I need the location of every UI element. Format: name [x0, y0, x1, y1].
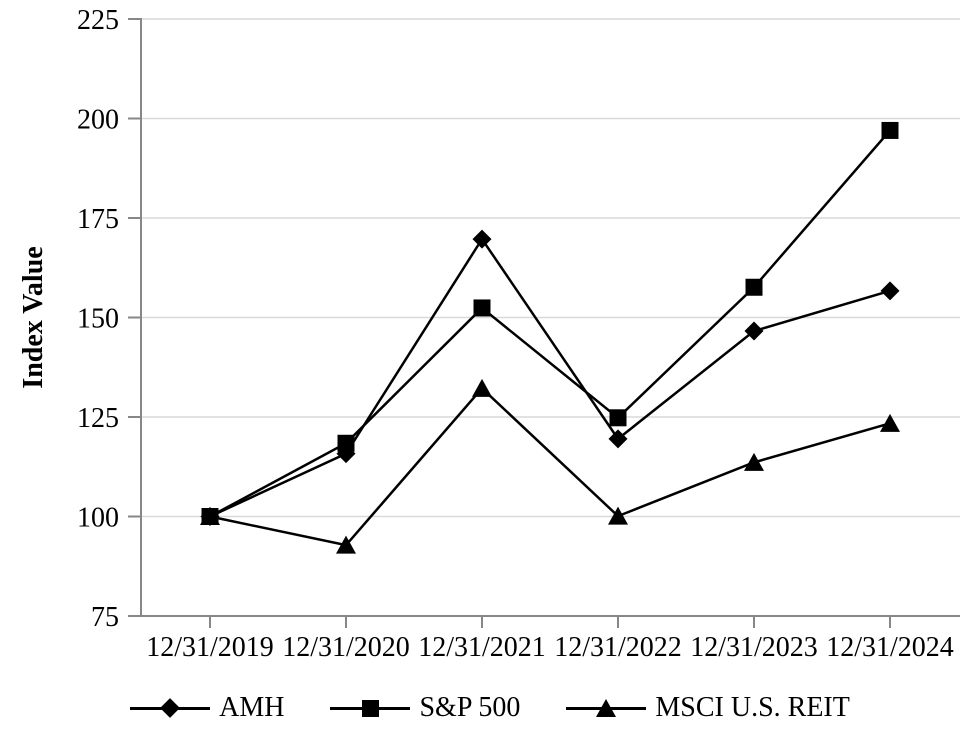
legend-item-amh: AMH: [130, 694, 284, 722]
square-marker-icon: [362, 700, 380, 717]
chart-legend: AMH S&P 500 MSCI U.S. REIT: [0, 694, 980, 722]
triangle-marker-icon: [336, 535, 356, 554]
legend-sample-sp500: [330, 697, 411, 719]
y-tick-label: 225: [77, 5, 119, 36]
legend-item-sp500: S&P 500: [330, 694, 520, 722]
legend-label-amh: AMH: [219, 692, 285, 723]
diamond-marker-icon: [160, 698, 181, 718]
legend-label-msci: MSCI U.S. REIT: [655, 692, 850, 723]
diamond-marker-icon: [608, 429, 628, 449]
y-tick-label: 175: [77, 204, 119, 235]
x-tick-label: 12/31/2021: [418, 632, 546, 663]
y-tick-label: 125: [77, 403, 119, 434]
y-tick-label: 150: [77, 304, 119, 335]
square-marker-icon: [881, 121, 899, 139]
x-tick-label: 12/31/2024: [826, 632, 954, 663]
x-tick-label: 12/31/2019: [146, 632, 274, 663]
diamond-marker-icon: [472, 229, 492, 249]
x-tick-label: 12/31/2020: [282, 632, 410, 663]
y-axis-title: Index Value: [18, 246, 49, 388]
triangle-marker-icon: [608, 506, 628, 525]
triangle-marker-icon: [472, 378, 492, 397]
legend-item-msci-us-reit: MSCI U.S. REIT: [566, 692, 850, 723]
triangle-marker-icon: [744, 452, 764, 471]
square-marker-icon: [473, 299, 491, 317]
legend-label-sp500: S&P 500: [419, 692, 521, 723]
square-marker-icon: [201, 508, 219, 525]
y-tick-label: 200: [77, 105, 119, 136]
x-tick-label: 12/31/2023: [690, 632, 818, 663]
series-line-amh: [209, 236, 891, 518]
y-tick-label: 100: [77, 503, 119, 534]
legend-sample-msci: [566, 697, 647, 719]
legend-sample-amh: [130, 697, 211, 719]
triangle-marker-icon: [596, 699, 617, 717]
square-marker-icon: [609, 409, 627, 427]
y-tick-label: 75: [91, 602, 119, 633]
series-line-s-p-500: [209, 129, 891, 518]
series-line-msci-u-s-reit: [209, 386, 891, 547]
diamond-marker-icon: [744, 321, 764, 341]
diamond-marker-icon: [880, 281, 900, 301]
square-marker-icon: [337, 434, 355, 452]
triangle-marker-icon: [880, 413, 900, 432]
square-marker-icon: [745, 278, 763, 296]
x-tick-label: 12/31/2022: [554, 632, 682, 663]
